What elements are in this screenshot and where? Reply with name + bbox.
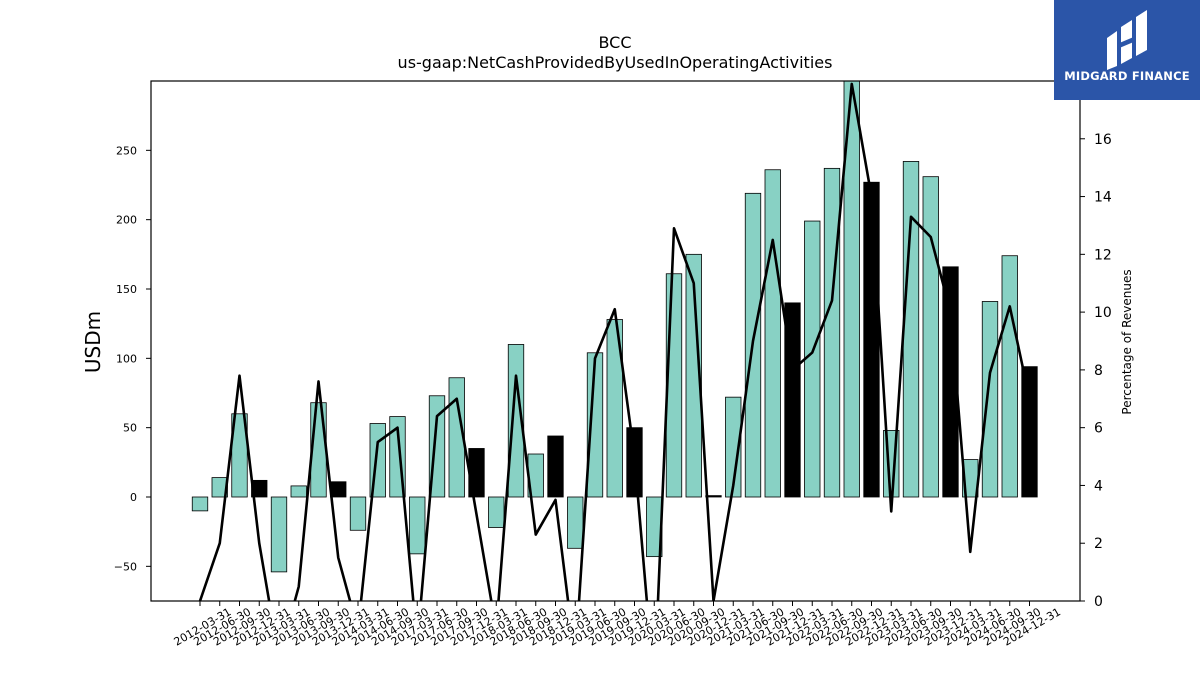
y-axis-label: USDm — [81, 311, 105, 373]
bar-2012-03-31 — [191, 496, 209, 512]
bar-2018-12-31 — [547, 435, 564, 498]
bar-2021-03-31 — [725, 396, 742, 498]
bar-2018-03-31 — [488, 496, 505, 528]
logo-text: MIDGARD FINANCE — [1064, 69, 1190, 83]
y2-tick-label: 12 — [1094, 247, 1112, 263]
y-tick-label: 250 — [116, 144, 137, 157]
bar-2023-12-31 — [942, 266, 959, 498]
bar-2013-12-31 — [330, 481, 347, 498]
y2-tick-label: 14 — [1094, 190, 1112, 206]
bar-2012-09-30 — [231, 413, 248, 498]
bar-2023-09-30 — [922, 176, 939, 498]
chart-subtitle: us-gaap:NetCashProvidedByUsedInOperating… — [398, 53, 833, 72]
bar-2024-12-31 — [1021, 366, 1038, 498]
bar-2021-09-30 — [764, 169, 781, 498]
line-group — [198, 82, 1031, 601]
bar-2023-06-30 — [902, 161, 920, 498]
bar-2024-09-30 — [1001, 255, 1018, 498]
y-tick-label: 50 — [123, 422, 137, 435]
chart-title: BCC — [598, 33, 631, 52]
y-tick-label: 200 — [116, 214, 137, 227]
y2-axis-label: Percentage of Revenues — [1120, 269, 1134, 414]
logo-mark-icon — [1107, 10, 1147, 70]
y2-tick-label: 16 — [1094, 132, 1112, 148]
logo-box: MIDGARD FINANCE — [1054, 0, 1200, 100]
y2-tick-label: 8 — [1094, 363, 1103, 379]
bar-2019-09-30 — [606, 319, 623, 498]
bar-2013-06-30 — [290, 485, 307, 498]
bar-2018-06-30 — [507, 344, 525, 498]
plot-frame — [150, 80, 1081, 602]
bar-group — [191, 81, 1038, 573]
y2-tick-label: 6 — [1094, 421, 1103, 437]
bar-2020-09-30 — [685, 253, 702, 498]
y-tick-label: 0 — [130, 491, 137, 504]
y2-tick-label: 4 — [1094, 478, 1103, 494]
bar-2022-12-31 — [863, 181, 880, 498]
bar-2019-03-31 — [567, 496, 584, 549]
bar-2022-09-30 — [843, 81, 860, 498]
y2-tick-label: 10 — [1094, 305, 1112, 321]
y2-tick-label: 0 — [1094, 594, 1103, 610]
axes: −5005010015020025002468101214162012-03-3… — [114, 80, 1112, 649]
y-tick-label: 100 — [116, 352, 137, 365]
bar-2020-06-30 — [665, 273, 683, 498]
bar-2012-12-31 — [251, 479, 268, 498]
y-tick-label: −50 — [114, 560, 137, 573]
bar-2024-06-30 — [981, 301, 999, 498]
bar-2014-03-31 — [349, 496, 367, 531]
bar-2013-03-31 — [270, 496, 288, 573]
bar-2019-06-30 — [586, 352, 604, 498]
y-tick-label: 150 — [116, 283, 137, 296]
bar-2022-06-30 — [823, 167, 841, 498]
percentage-line — [198, 82, 1031, 601]
y2-tick-label: 2 — [1094, 536, 1103, 552]
bar-2017-03-31 — [409, 496, 426, 555]
